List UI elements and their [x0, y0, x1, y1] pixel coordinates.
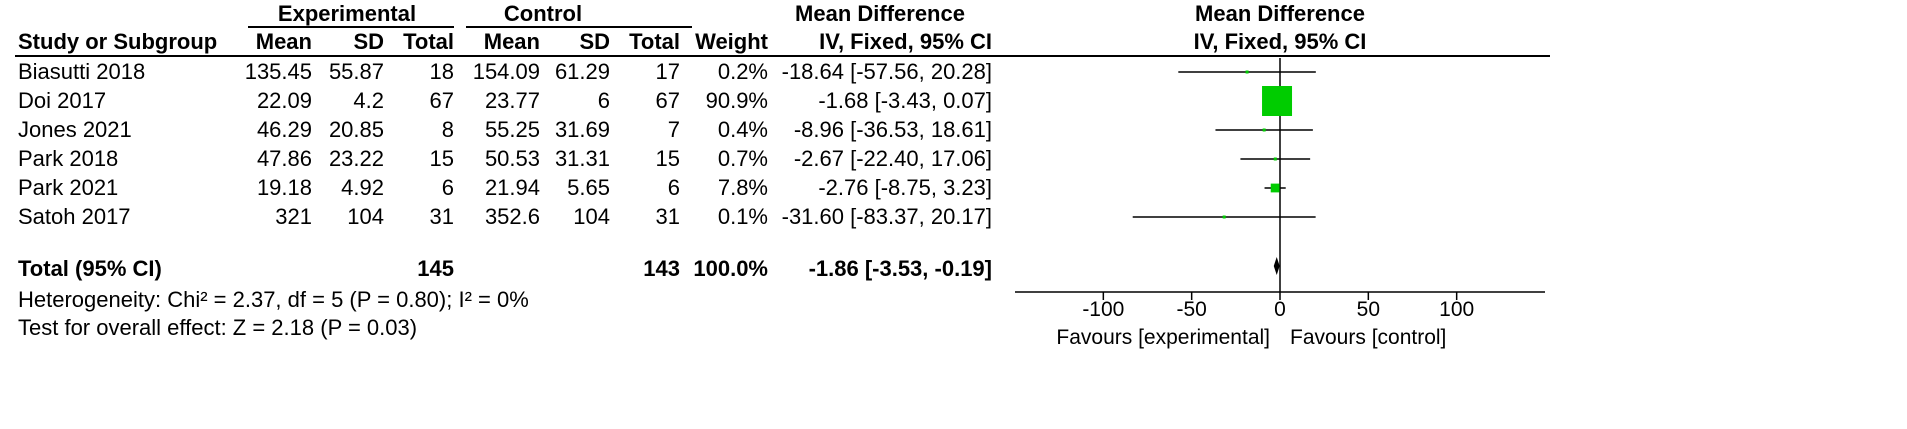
exp-mean: 46.29 [256, 117, 312, 142]
exp-mean: 22.09 [256, 88, 312, 113]
exp-total: 6 [441, 175, 454, 200]
ctl-total: 67 [655, 88, 680, 113]
ctl-mean: 21.94 [484, 175, 540, 200]
header-rule [15, 55, 1550, 57]
ctl-sd: 31.31 [554, 146, 610, 171]
mean-difference-header: Mean Difference [795, 1, 965, 26]
column-header-ctl-sd: SD [579, 29, 610, 54]
total-exp: 145 [417, 256, 454, 281]
weight: 0.7% [717, 146, 768, 171]
x-tick-label: -50 [1176, 298, 1206, 321]
column-header-study: Study or Subgroup [18, 29, 218, 54]
ctl-total: 17 [655, 59, 680, 84]
column-header-weight: Weight [695, 29, 768, 54]
exp-sd: 23.22 [328, 146, 384, 171]
column-header-ctl-total: Total [629, 29, 680, 54]
x-tick-label: 100 [1439, 298, 1474, 321]
weight: 7.8% [717, 175, 768, 200]
exp-total: 31 [429, 204, 454, 229]
study-name: Doi 2017 [18, 88, 107, 113]
exp-mean: 19.18 [256, 175, 312, 200]
ctl-sd: 5.65 [567, 175, 610, 200]
point-marker [1222, 215, 1226, 219]
ctl-mean: 352.6 [484, 204, 540, 229]
weight: 90.9% [705, 88, 768, 113]
md-ci: -1.68 [-3.43, 0.07] [818, 88, 992, 113]
ctl-mean: 23.77 [484, 88, 540, 113]
total-ctl: 143 [643, 256, 680, 281]
exp-total: 15 [429, 146, 454, 171]
exp-mean: 135.45 [244, 59, 312, 84]
x-tick-label: -100 [1082, 298, 1124, 321]
point-marker [1270, 183, 1280, 193]
control-underline [466, 26, 692, 28]
md-ci: -31.60 [-83.37, 20.17] [781, 204, 992, 229]
point-marker [1262, 86, 1293, 116]
md-ci: -2.67 [-22.40, 17.06] [793, 146, 992, 171]
exp-sd: 20.85 [328, 117, 384, 142]
total-md-ci: -1.86 [-3.53, -0.19] [808, 256, 992, 281]
pooled-diamond [1273, 257, 1280, 275]
weight: 0.2% [717, 59, 768, 84]
study-name: Satoh 2017 [18, 204, 131, 229]
exp-total: 67 [429, 88, 454, 113]
experimental-group-header: Experimental [277, 1, 417, 26]
md-ci: -2.76 [-8.75, 3.23] [818, 175, 992, 200]
ctl-sd: 61.29 [554, 59, 610, 84]
control-group-header: Control [503, 1, 583, 26]
md-ci: -18.64 [-57.56, 20.28] [781, 59, 992, 84]
weight: 0.4% [717, 117, 768, 142]
column-header-exp-total: Total [403, 29, 454, 54]
exp-total: 8 [441, 117, 454, 142]
column-header-ctl-mean: Mean [483, 29, 540, 54]
column-header-exp-sd: SD [353, 29, 384, 54]
ctl-total: 31 [655, 204, 680, 229]
ctl-sd: 31.69 [554, 117, 610, 142]
study-name: Biasutti 2018 [18, 59, 146, 84]
exp-mean: 321 [275, 204, 312, 229]
ctl-mean: 50.53 [484, 146, 540, 171]
plot-subtitle: IV, Fixed, 95% CI [1193, 29, 1367, 54]
column-header-md: IV, Fixed, 95% CI [819, 29, 992, 54]
total-weight: 100.0% [693, 256, 768, 281]
heterogeneity-text: Heterogeneity: Chi² = 2.37, df = 5 (P = … [18, 287, 529, 312]
plot-title: Mean Difference [1195, 1, 1365, 26]
study-name: Park 2021 [18, 175, 119, 200]
total-label: Total (95% CI) [18, 256, 162, 281]
point-marker [1262, 128, 1266, 132]
ctl-total: 15 [655, 146, 680, 171]
experimental-underline [248, 26, 454, 28]
study-name: Park 2018 [18, 146, 119, 171]
point-marker [1245, 70, 1249, 74]
ctl-total: 6 [667, 175, 680, 200]
x-tick-label: 50 [1357, 298, 1380, 321]
favours-control-label: Favours [control] [1290, 326, 1446, 349]
column-header-exp-mean: Mean [255, 29, 312, 54]
study-name: Jones 2021 [18, 117, 132, 142]
ctl-sd: 6 [597, 88, 610, 113]
ctl-mean: 154.09 [472, 59, 540, 84]
favours-experimental-label: Favours [experimental] [1056, 326, 1270, 349]
ctl-mean: 55.25 [484, 117, 540, 142]
x-tick-label: 0 [1274, 298, 1286, 321]
md-ci: -8.96 [-36.53, 18.61] [793, 117, 992, 142]
overall-effect-text: Test for overall effect: Z = 2.18 (P = 0… [18, 315, 418, 340]
point-marker [1273, 157, 1277, 161]
ctl-total: 7 [667, 117, 680, 142]
exp-sd: 104 [347, 204, 384, 229]
exp-total: 18 [429, 59, 454, 84]
exp-sd: 4.92 [341, 175, 384, 200]
exp-sd: 55.87 [328, 59, 384, 84]
exp-sd: 4.2 [353, 88, 384, 113]
ctl-sd: 104 [573, 204, 610, 229]
weight: 0.1% [717, 204, 768, 229]
exp-mean: 47.86 [256, 146, 312, 171]
